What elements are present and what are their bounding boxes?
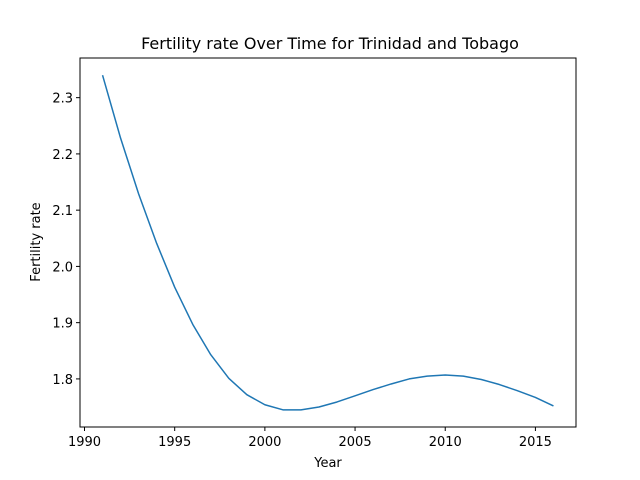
y-tick-label: 1.8	[52, 373, 73, 388]
y-tick-label: 1.9	[52, 317, 73, 332]
y-axis-label: Fertility rate	[29, 202, 44, 281]
y-tick-label: 2.2	[52, 148, 73, 163]
chart-title: Fertility rate Over Time for Trinidad an…	[141, 34, 519, 53]
y-tick-label: 2.1	[52, 204, 73, 219]
y-tick-label: 2.0	[52, 260, 73, 275]
plot-frame	[79, 57, 577, 428]
x-tick-label: 2000	[248, 435, 281, 450]
plot-area	[101, 74, 554, 411]
x-axis-label: Year	[313, 456, 342, 471]
x-tick-label: 1990	[68, 435, 101, 450]
y-axis: 1.8 1.9 2.0 2.1 2.2 2.3	[52, 92, 80, 388]
x-axis: 1990 1995 2000 2005 2010 2015	[68, 427, 552, 450]
x-tick-label: 2010	[429, 435, 462, 450]
x-tick-label: 2015	[519, 435, 552, 450]
y-tick-label: 2.3	[52, 92, 73, 107]
x-tick-label: 2005	[339, 435, 372, 450]
x-tick-label: 1995	[158, 435, 191, 450]
series-line	[101, 74, 554, 411]
